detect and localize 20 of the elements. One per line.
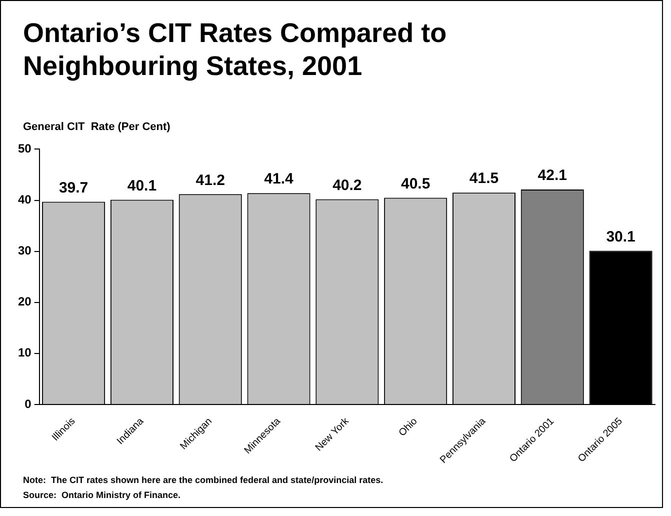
y-axis-title: General CIT Rate (Per Cent) (23, 121, 170, 133)
source-note: Source: Ontario Ministry of Finance. (23, 489, 182, 502)
data-label: 40.1 (127, 177, 157, 194)
data-label: 40.2 (332, 176, 362, 194)
x-tick-label: Ohio (396, 416, 420, 439)
data-label: 42.1 (538, 167, 567, 184)
data-label: 41.2 (196, 172, 225, 189)
text: Note: The CIT rates shown here are the combined federal and state/provincial rates. (23, 474, 384, 487)
chart-title: Ontario’s CIT Rates Compared to Neighbouring States, 2001 (23, 17, 448, 83)
data-label: 40.5 (400, 175, 430, 192)
data-label: 30.1 (606, 228, 636, 246)
y-tick-label: 20 (18, 294, 32, 309)
y-tick-label: 30 (18, 244, 32, 258)
data-label: 39.7 (58, 179, 88, 196)
y-tick-label: 0 (24, 396, 32, 411)
data-label: 41.4 (264, 170, 294, 188)
data-label: 41.5 (469, 170, 499, 188)
y-tick-label: 40 (18, 192, 32, 207)
y-tick-label: 50 (18, 142, 32, 156)
y-tick-label: 10 (18, 346, 32, 360)
